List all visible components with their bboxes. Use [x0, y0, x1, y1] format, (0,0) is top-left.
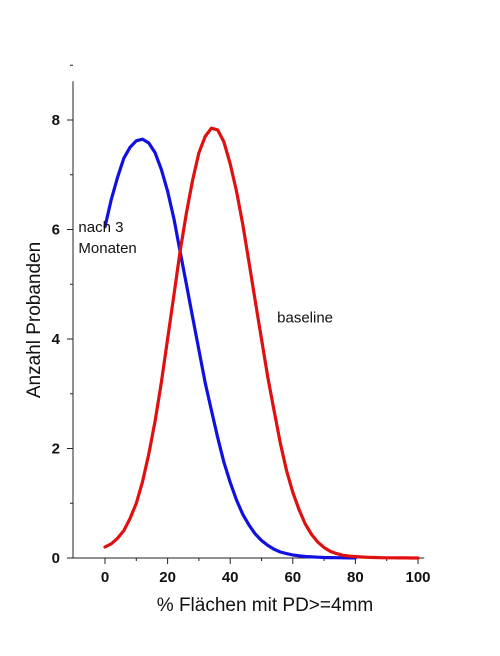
series-line-baseline: [103, 126, 420, 560]
annotation-line: baseline: [277, 310, 333, 327]
annotation-line: nach 3: [78, 219, 123, 236]
x-tick-label: 40: [222, 569, 239, 586]
x-tick-label: 100: [405, 569, 430, 586]
series-layer: [103, 126, 420, 560]
x-tick-label: 0: [101, 569, 109, 586]
x-axis-title: % Flächen mit PD>=4mm: [157, 595, 373, 616]
annotation-line: Monaten: [78, 240, 136, 257]
annotations: nach 3 Monaten baseline: [78, 219, 333, 326]
y-axis-title: Anzahl Probanden: [24, 242, 45, 398]
x-tick-label: 80: [347, 569, 364, 586]
y-tick-label: 8: [52, 112, 60, 129]
y-tick-label: 0: [52, 550, 60, 567]
x-tick-label: 60: [284, 569, 301, 586]
x-tick-label: 20: [159, 569, 176, 586]
y-tick-label: 2: [52, 441, 60, 458]
y-tick-label: 4: [52, 331, 61, 348]
series-line-nach-3-monaten: [103, 137, 357, 560]
annotation-label: nach 3 Monaten: [78, 219, 136, 257]
annotation-label: baseline: [277, 310, 333, 327]
y-tick-label: 6: [52, 222, 60, 239]
